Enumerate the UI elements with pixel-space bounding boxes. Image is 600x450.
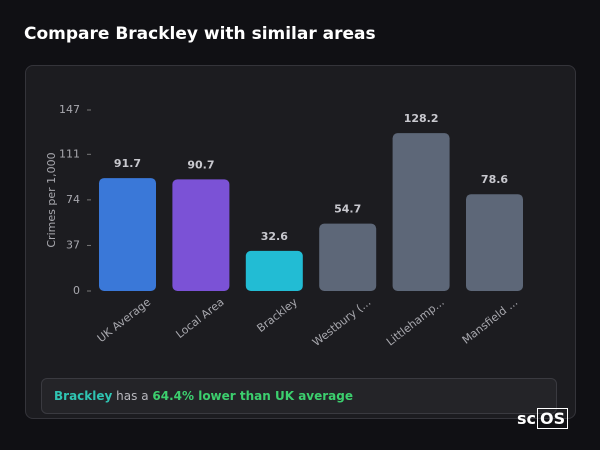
value-label: 128.2 bbox=[404, 112, 439, 125]
y-tick-label: 37 bbox=[66, 238, 80, 251]
page-title: Compare Brackley with similar areas bbox=[24, 24, 376, 44]
value-label: 90.7 bbox=[187, 158, 214, 171]
y-tick-label: 147 bbox=[59, 103, 80, 116]
y-axis-label: Crimes per 1,000 bbox=[45, 152, 58, 247]
bar bbox=[172, 179, 230, 291]
value-label: 54.7 bbox=[334, 203, 361, 216]
summary: Brackley has a 64.4% lower than UK avera… bbox=[41, 378, 557, 414]
y-tick-label: 0 bbox=[73, 284, 80, 297]
x-tick-label: Westbury (... bbox=[310, 295, 373, 349]
x-tick-label: Littlehamp... bbox=[384, 295, 447, 348]
value-label: 78.6 bbox=[481, 173, 508, 186]
x-tick-label: Local Area bbox=[173, 295, 226, 341]
bar bbox=[392, 133, 450, 291]
value-label: 91.7 bbox=[114, 157, 141, 170]
bar bbox=[99, 178, 156, 291]
bar bbox=[319, 223, 377, 291]
brand-prefix: sc bbox=[517, 409, 537, 428]
brand-boxed: OS bbox=[537, 408, 569, 429]
bar bbox=[466, 194, 523, 291]
value-label: 32.6 bbox=[261, 230, 288, 243]
bar bbox=[245, 250, 303, 291]
summary-place: Brackley bbox=[54, 389, 113, 403]
summary-text: has a bbox=[116, 389, 149, 403]
y-tick-label: 74 bbox=[66, 193, 80, 206]
x-tick-label: UK Average bbox=[95, 295, 154, 345]
y-tick-label: 111 bbox=[59, 147, 80, 160]
x-tick-label: Brackley bbox=[255, 295, 301, 335]
summary-result: 64.4% lower than UK average bbox=[152, 389, 353, 403]
x-tick-label: Mansfield ... bbox=[460, 295, 521, 346]
brand-logo: sc OS bbox=[517, 408, 569, 429]
